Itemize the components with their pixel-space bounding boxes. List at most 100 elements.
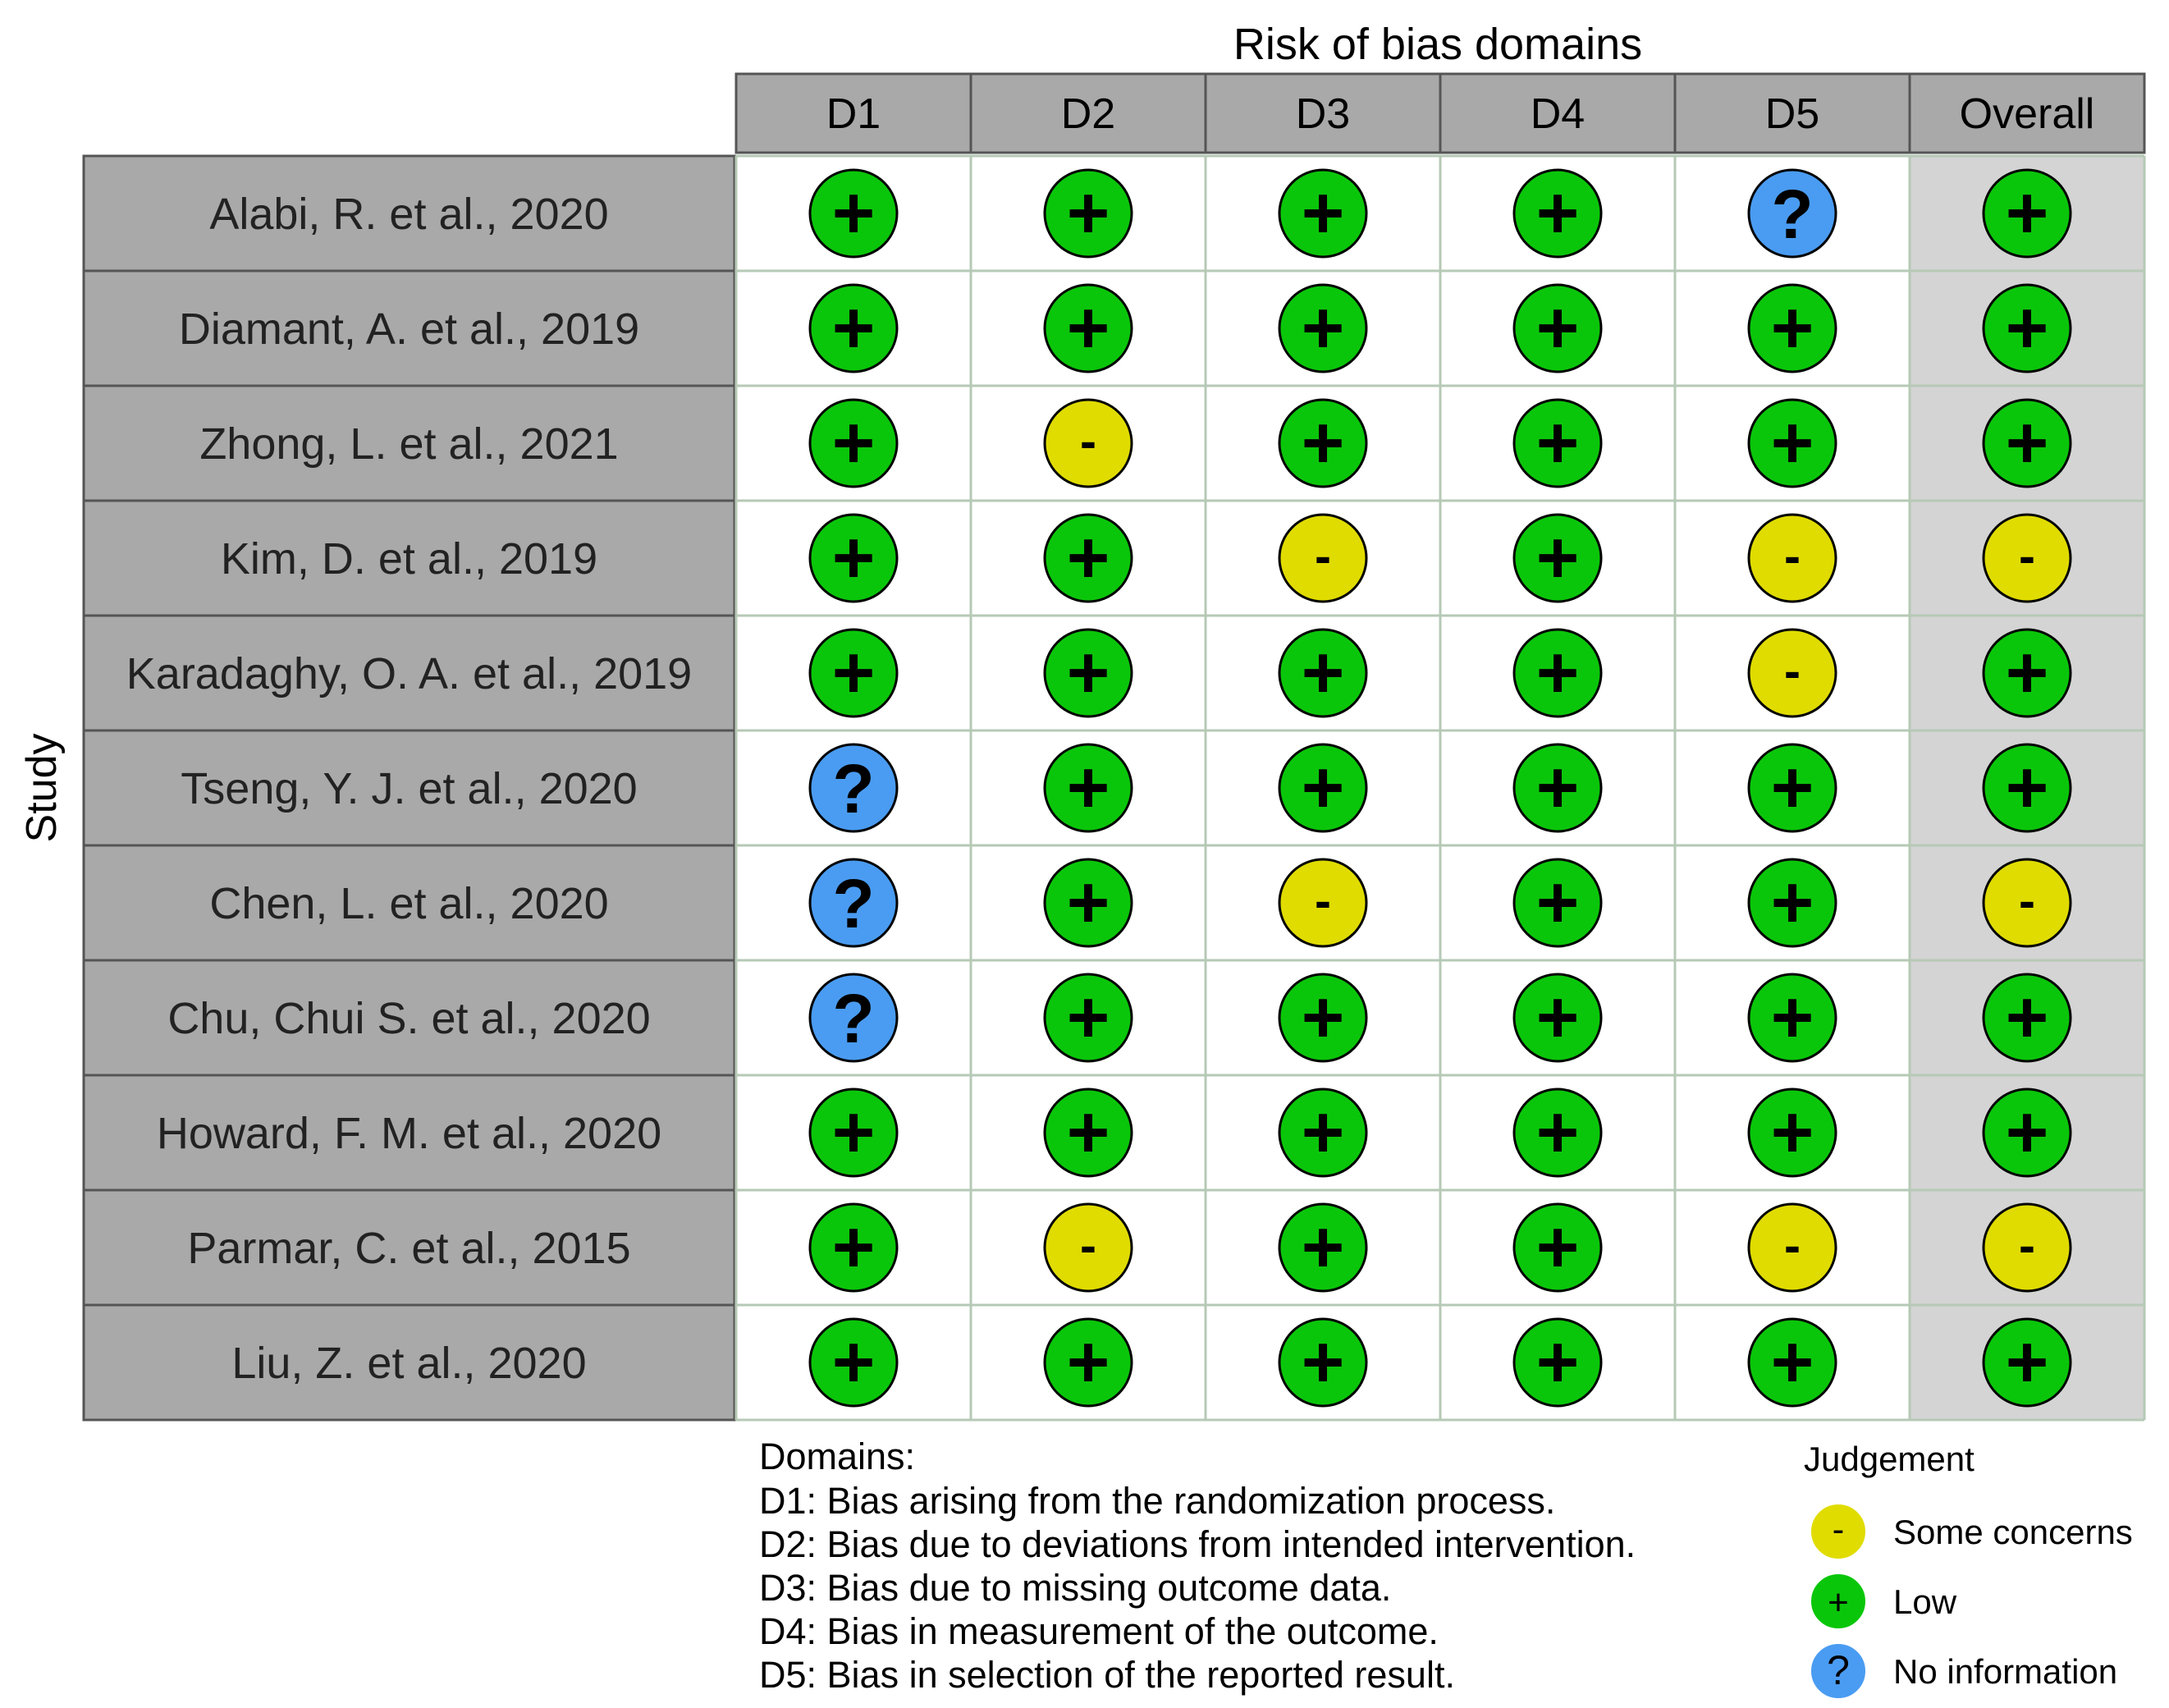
judgement-symbol: +	[1302, 287, 1345, 369]
judgement-symbol: ?	[1771, 176, 1813, 253]
judgement-mark: +	[808, 168, 899, 259]
judgement-symbol: +	[2006, 747, 2049, 829]
legend-item: + Low	[1810, 1573, 1957, 1630]
y-axis-label: Study	[18, 734, 66, 843]
judgement-mark: +	[1043, 858, 1133, 948]
judgement-symbol: +	[832, 402, 876, 484]
judgement-mark: +	[1747, 283, 1837, 373]
judgement-symbol: +	[1536, 977, 1580, 1059]
study-cell	[82, 729, 736, 847]
judgement-circle	[808, 1317, 899, 1408]
judgement-circle	[1512, 1088, 1603, 1178]
judgement-mark: -	[1982, 858, 2072, 948]
domain-description: D1: Bias arising from the randomization …	[759, 1480, 1555, 1522]
judgement-symbol: +	[1302, 632, 1345, 714]
judgement-circle	[1043, 513, 1133, 603]
judgement-circle	[1747, 858, 1837, 948]
judgement-mark: +	[808, 398, 899, 488]
judgement-mark: +	[1512, 858, 1603, 948]
judgement-symbol: +	[1302, 172, 1345, 254]
judgement-circle	[1278, 1088, 1368, 1178]
column-header-label: D2	[1061, 90, 1115, 138]
judgement-circle	[1747, 743, 1837, 833]
judgement-mark: +	[1043, 513, 1133, 603]
judgement-mark: +	[1512, 973, 1603, 1063]
legend-symbol: ?	[1827, 1647, 1850, 1693]
judgement-symbol: +	[1067, 1092, 1110, 1174]
judgement-mark: +	[1043, 168, 1133, 259]
judgement-mark: -	[1982, 1202, 2072, 1293]
judgement-symbol: -	[1315, 873, 1331, 928]
column-header-label: D5	[1765, 90, 1819, 138]
domain-description: D3: Bias due to missing outcome data.	[759, 1567, 1391, 1609]
judgement-circle	[1043, 1088, 1133, 1178]
judgement-circle	[1982, 743, 2072, 833]
domain-description: D2: Bias due to deviations from intended…	[759, 1523, 1636, 1565]
judgement-symbol: +	[1536, 1321, 1580, 1403]
judgement-symbol: +	[1536, 862, 1580, 944]
judgement-symbol: +	[1067, 862, 1110, 944]
judgement-mark: +	[1747, 1317, 1837, 1408]
judgement-symbol: +	[1536, 747, 1580, 829]
judgement-circle	[1278, 858, 1368, 948]
judgement-mark: +	[1512, 168, 1603, 259]
legend-label: Some concerns	[1893, 1513, 2133, 1551]
judgement-symbol: +	[1771, 747, 1814, 829]
study-label: Karadaghy, O. A. et al., 2019	[126, 649, 692, 698]
judgement-symbol: +	[1067, 287, 1110, 369]
judgement-mark: +	[1982, 398, 2072, 488]
judgement-circle	[1278, 283, 1368, 373]
judgement-circle	[1982, 168, 2072, 259]
judgement-mark: ?	[1747, 168, 1837, 259]
legend-item: - Some concerns	[1810, 1503, 2133, 1560]
judgement-mark: +	[808, 628, 899, 718]
judgement-symbol: -	[1080, 1218, 1096, 1273]
judgement-symbol: +	[2006, 1321, 2049, 1403]
judgement-circle	[808, 1088, 899, 1178]
judgement-mark: +	[1982, 628, 2072, 718]
judgement-mark: +	[1512, 1317, 1603, 1408]
judgement-mark: +	[1043, 743, 1133, 833]
judgement-mark: +	[808, 1202, 899, 1293]
judgement-symbol: +	[1536, 287, 1580, 369]
judgement-circle	[1043, 743, 1133, 833]
study-cell	[82, 614, 736, 732]
judgement-symbol: +	[832, 632, 876, 714]
judgement-circle	[1278, 513, 1368, 603]
judgement-circle	[1747, 1202, 1837, 1293]
judgement-mark: +	[1747, 858, 1837, 948]
judgement-mark: +	[1512, 398, 1603, 488]
judgement-symbol: +	[832, 1092, 876, 1174]
domain-description: D5: Bias in selection of the reported re…	[759, 1654, 1455, 1696]
column-header-cell	[734, 72, 972, 154]
study-label: Liu, Z. et al., 2020	[231, 1339, 586, 1388]
judgement-mark: +	[1278, 1088, 1368, 1178]
judgement-mark: +	[1043, 628, 1133, 718]
judgement-circle	[1747, 398, 1837, 488]
study-cell	[82, 269, 736, 387]
judgement-circle	[1278, 973, 1368, 1063]
judgement-symbol: -	[2019, 873, 2035, 928]
judgement-symbol: +	[1302, 1207, 1345, 1289]
judgement-symbol: ?	[832, 980, 874, 1057]
judgement-circle	[808, 283, 899, 373]
study-label: Zhong, L. et al., 2021	[199, 419, 618, 469]
judgement-symbol: +	[832, 1207, 876, 1289]
judgement-symbol: +	[832, 172, 876, 254]
judgement-symbol: +	[1067, 632, 1110, 714]
judgement-circle	[1982, 1317, 2072, 1408]
judgement-symbol: -	[1784, 1218, 1801, 1273]
judgement-mark: +	[1512, 743, 1603, 833]
judgement-circle	[1982, 973, 2072, 1063]
judgement-mark: +	[808, 1088, 899, 1178]
judgement-mark: +	[1512, 513, 1603, 603]
judgement-circle	[1512, 398, 1603, 488]
column-header-label: Overall	[1960, 90, 2095, 138]
judgement-symbol: -	[2019, 1218, 2035, 1273]
judgement-grid: + + + +? + + + + + + + + - + + + + + + - + - - + + + + - +? + + + + +? + - +…	[734, 154, 2146, 1422]
judgement-mark: ?	[808, 858, 899, 948]
column-header-group: D1 D2 D3 D4 D5 Overall	[734, 72, 2146, 154]
judgement-symbol: -	[1784, 529, 1801, 584]
judgement-mark: +	[1278, 1317, 1368, 1408]
judgement-mark: -	[1747, 1202, 1837, 1293]
